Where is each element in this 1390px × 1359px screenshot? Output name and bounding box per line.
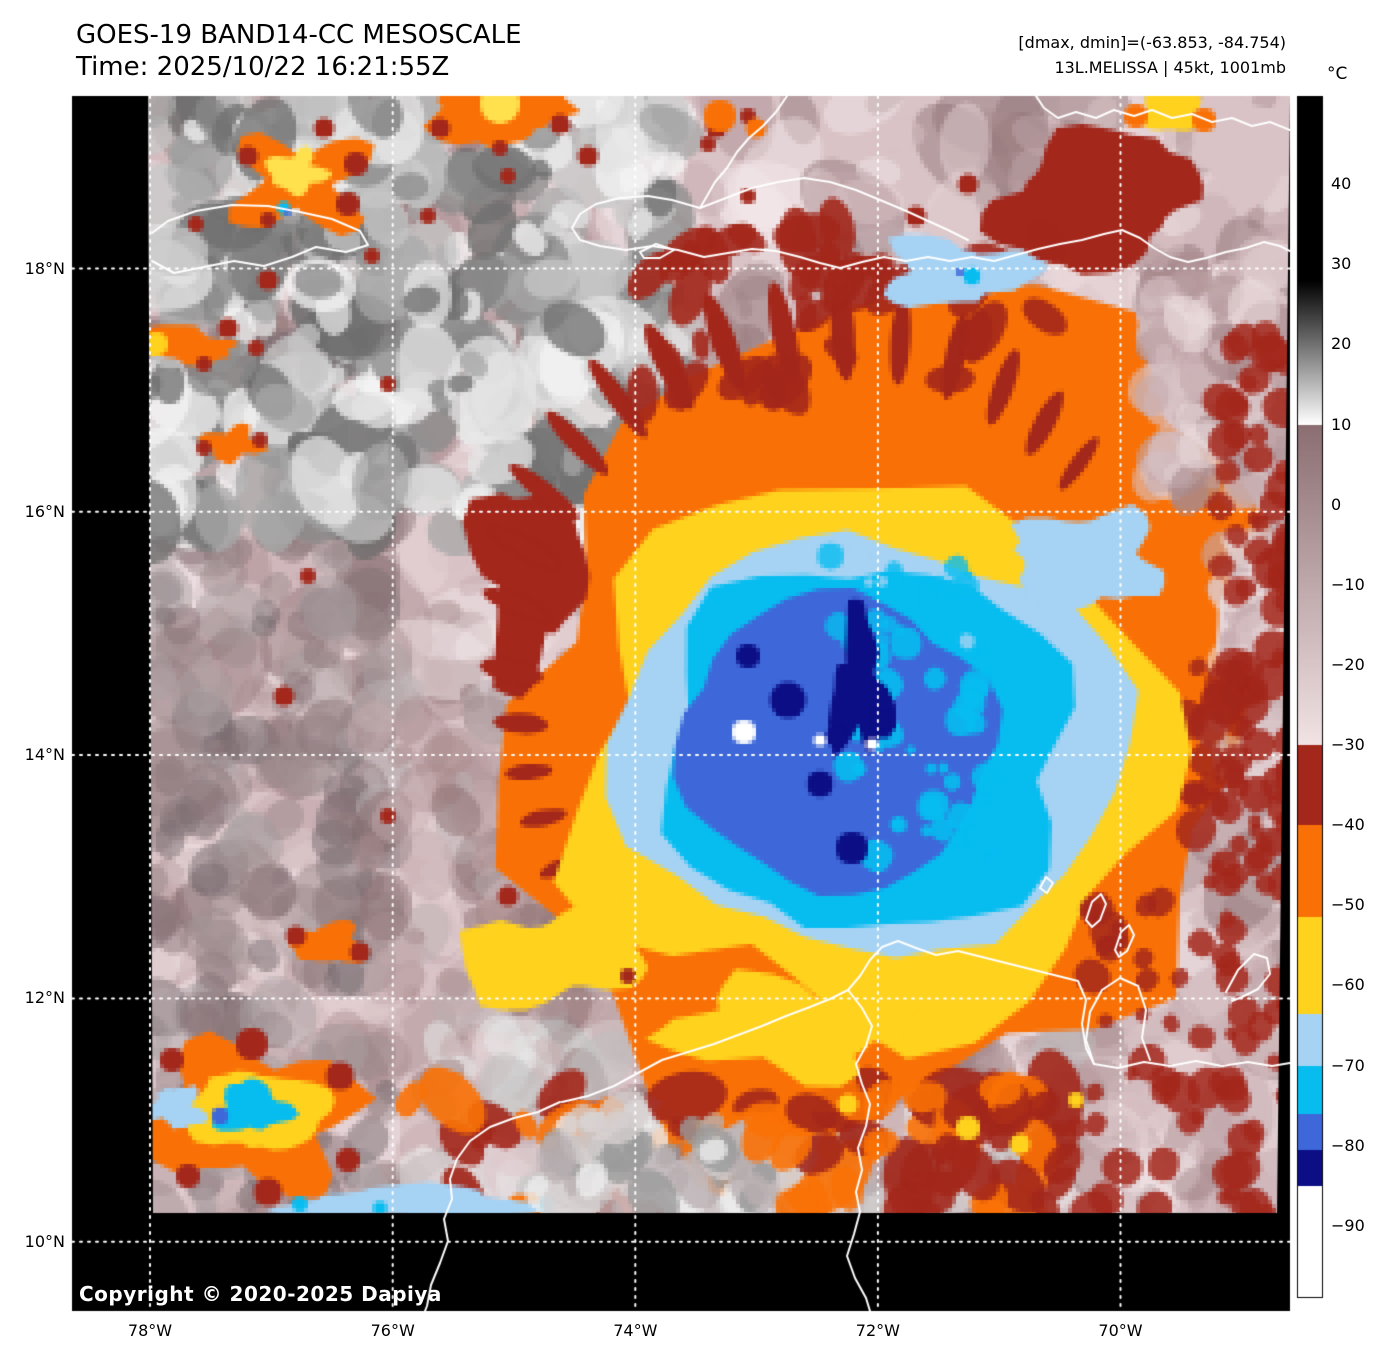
- colorbar-tick-−70: −70: [1331, 1055, 1365, 1075]
- lon-label-74°W: 74°W: [613, 1321, 658, 1340]
- colorbar-unit-label: °C: [1327, 64, 1348, 84]
- product-time: Time: 2025/10/22 16:21:55Z: [76, 52, 450, 82]
- colorbar-tick-30: 30: [1331, 254, 1352, 274]
- copyright-text: Copyright © 2020-2025 Dapiya: [79, 1282, 442, 1306]
- storm-annotation: 13L.MELISSA | 45kt, 1001mb: [1054, 58, 1286, 77]
- product-title: GOES-19 BAND14-CC MESOSCALE: [76, 20, 522, 50]
- colorbar-tick-−50: −50: [1331, 895, 1365, 915]
- lon-label-70°W: 70°W: [1098, 1321, 1143, 1340]
- lon-label-78°W: 78°W: [127, 1321, 173, 1340]
- colorbar-tick-−80: −80: [1331, 1135, 1365, 1155]
- colorbar-tick-−20: −20: [1331, 655, 1365, 675]
- colorbar-tick-−30: −30: [1331, 735, 1365, 755]
- colorbar-tick-−40: −40: [1331, 815, 1365, 835]
- lat-label-14°N: 14°N: [24, 745, 65, 765]
- dmax-dmin-annotation: [dmax, dmin]=(-63.853, -84.754): [1018, 33, 1286, 52]
- lat-label-16°N: 16°N: [24, 501, 65, 521]
- colorbar-tick-40: 40: [1331, 174, 1352, 194]
- lon-label-72°W: 72°W: [855, 1321, 900, 1340]
- lat-label-12°N: 12°N: [24, 988, 65, 1008]
- lon-label-76°W: 76°W: [370, 1321, 415, 1340]
- colorbar-tick-−10: −10: [1331, 574, 1365, 594]
- colorbar-tick-20: 20: [1331, 334, 1352, 354]
- colorbar-tick-−60: −60: [1331, 975, 1365, 995]
- lat-label-18°N: 18°N: [24, 258, 65, 278]
- lat-label-10°N: 10°N: [24, 1231, 65, 1251]
- colorbar-tick-10: 10: [1331, 414, 1352, 434]
- colorbar-tick-0: 0: [1331, 494, 1342, 514]
- colorbar-tick-−90: −90: [1331, 1215, 1365, 1235]
